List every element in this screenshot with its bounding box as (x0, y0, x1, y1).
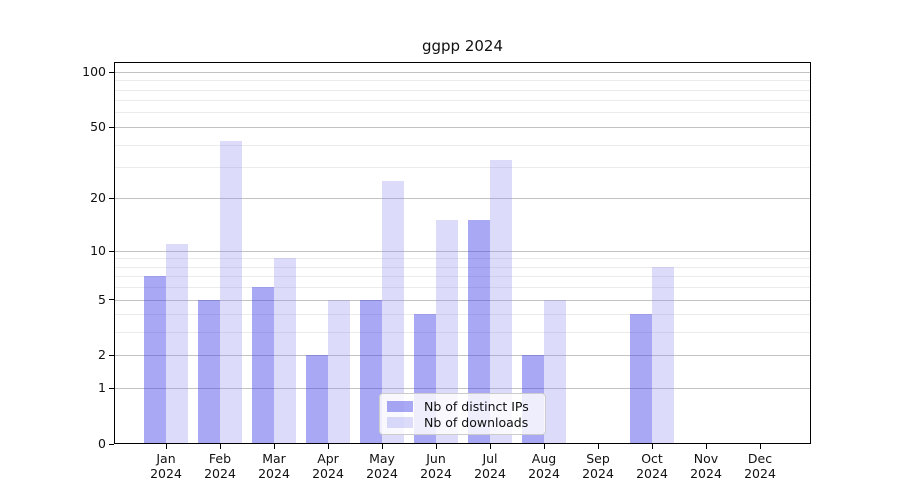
bar-downloads-aug-2024 (544, 299, 566, 444)
legend-item-distinct-ips: Nb of distinct IPs (387, 398, 537, 414)
bar-distinct-ips-feb-2024 (198, 299, 220, 444)
x-tick-label: Jan 2024 (150, 451, 182, 481)
y-tick-label: 1 (98, 380, 106, 396)
major-gridline (114, 71, 811, 73)
bar-downloads-jan-2024 (166, 243, 188, 444)
y-tick-mark (109, 444, 114, 445)
minor-gridline (114, 276, 811, 278)
y-tick-mark (109, 299, 114, 300)
legend-label-downloads: Nb of downloads (424, 414, 529, 430)
y-tick-mark (109, 355, 114, 356)
minor-gridline (114, 332, 811, 334)
y-tick-mark (109, 127, 114, 128)
legend-item-downloads: Nb of downloads (387, 414, 537, 430)
y-tick-label: 50 (90, 118, 106, 134)
minor-gridline (114, 112, 811, 114)
x-tick-mark (544, 444, 545, 449)
minor-gridline (114, 100, 811, 102)
x-tick-mark (220, 444, 221, 449)
minor-gridline (114, 314, 811, 316)
bar-distinct-ips-mar-2024 (252, 287, 274, 444)
bar-distinct-ips-jan-2024 (144, 276, 166, 444)
x-tick-label: Oct 2024 (636, 451, 668, 481)
x-tick-label: Jul 2024 (474, 451, 506, 481)
x-tick-mark (328, 444, 329, 449)
bar-distinct-ips-apr-2024 (306, 355, 328, 444)
major-gridline (114, 355, 811, 357)
minor-gridline (114, 167, 811, 168)
x-tick-mark (760, 444, 761, 449)
x-tick-mark (598, 444, 599, 449)
bar-distinct-ips-jul-2024 (468, 220, 490, 444)
x-tick-label: Jun 2024 (420, 451, 452, 481)
x-tick-label: Mar 2024 (258, 451, 290, 481)
x-tick-mark (490, 444, 491, 449)
minor-gridline (114, 144, 811, 146)
x-tick-label: Apr 2024 (312, 451, 344, 481)
bar-downloads-apr-2024 (328, 299, 350, 444)
x-tick-mark (706, 444, 707, 449)
y-tick-label: 100 (82, 63, 106, 79)
x-tick-mark (166, 444, 167, 449)
bar-downloads-may-2024 (382, 181, 404, 444)
legend-label-distinct-ips: Nb of distinct IPs (424, 398, 529, 414)
bar-distinct-ips-oct-2024 (630, 314, 652, 444)
y-tick-mark (109, 388, 114, 389)
x-tick-label: Feb 2024 (204, 451, 236, 481)
bar-distinct-ips-may-2024 (360, 299, 382, 444)
major-gridline (114, 250, 811, 252)
x-tick-mark (652, 444, 653, 449)
y-tick-mark (109, 198, 114, 199)
minor-gridline (114, 287, 811, 289)
major-gridline (114, 388, 811, 390)
minor-gridline (114, 266, 811, 268)
bar-downloads-mar-2024 (274, 258, 296, 444)
x-tick-mark (436, 444, 437, 449)
bar-downloads-oct-2024 (652, 266, 674, 444)
y-tick-mark (109, 251, 114, 252)
major-gridline (114, 126, 811, 128)
legend-swatch-distinct-ips (387, 400, 413, 412)
x-tick-label: Nov 2024 (690, 451, 722, 481)
bar-downloads-feb-2024 (220, 140, 242, 444)
major-gridline (114, 198, 811, 200)
minor-gridline (114, 89, 811, 91)
x-tick-label: Aug 2024 (528, 451, 560, 481)
bar-downloads-jul-2024 (490, 159, 512, 444)
y-tick-label: 10 (90, 242, 106, 258)
y-tick-label: 5 (98, 291, 106, 307)
chart-title: ggpp 2024 (421, 37, 504, 55)
x-tick-mark (274, 444, 275, 449)
minor-gridline (114, 258, 811, 260)
minor-gridline (114, 80, 811, 82)
y-tick-label: 0 (98, 436, 106, 451)
x-tick-label: Sep 2024 (582, 451, 614, 481)
y-tick-mark (109, 72, 114, 73)
y-tick-label: 20 (90, 190, 106, 206)
y-tick-label: 2 (98, 347, 106, 363)
bar-downloads-jun-2024 (436, 220, 458, 444)
legend: Nb of distinct IPs Nb of downloads (379, 393, 546, 435)
legend-swatch-downloads (387, 416, 413, 428)
x-tick-label: May 2024 (366, 451, 398, 481)
x-tick-label: Dec 2024 (744, 451, 776, 481)
x-tick-mark (382, 444, 383, 449)
major-gridline (114, 299, 811, 301)
